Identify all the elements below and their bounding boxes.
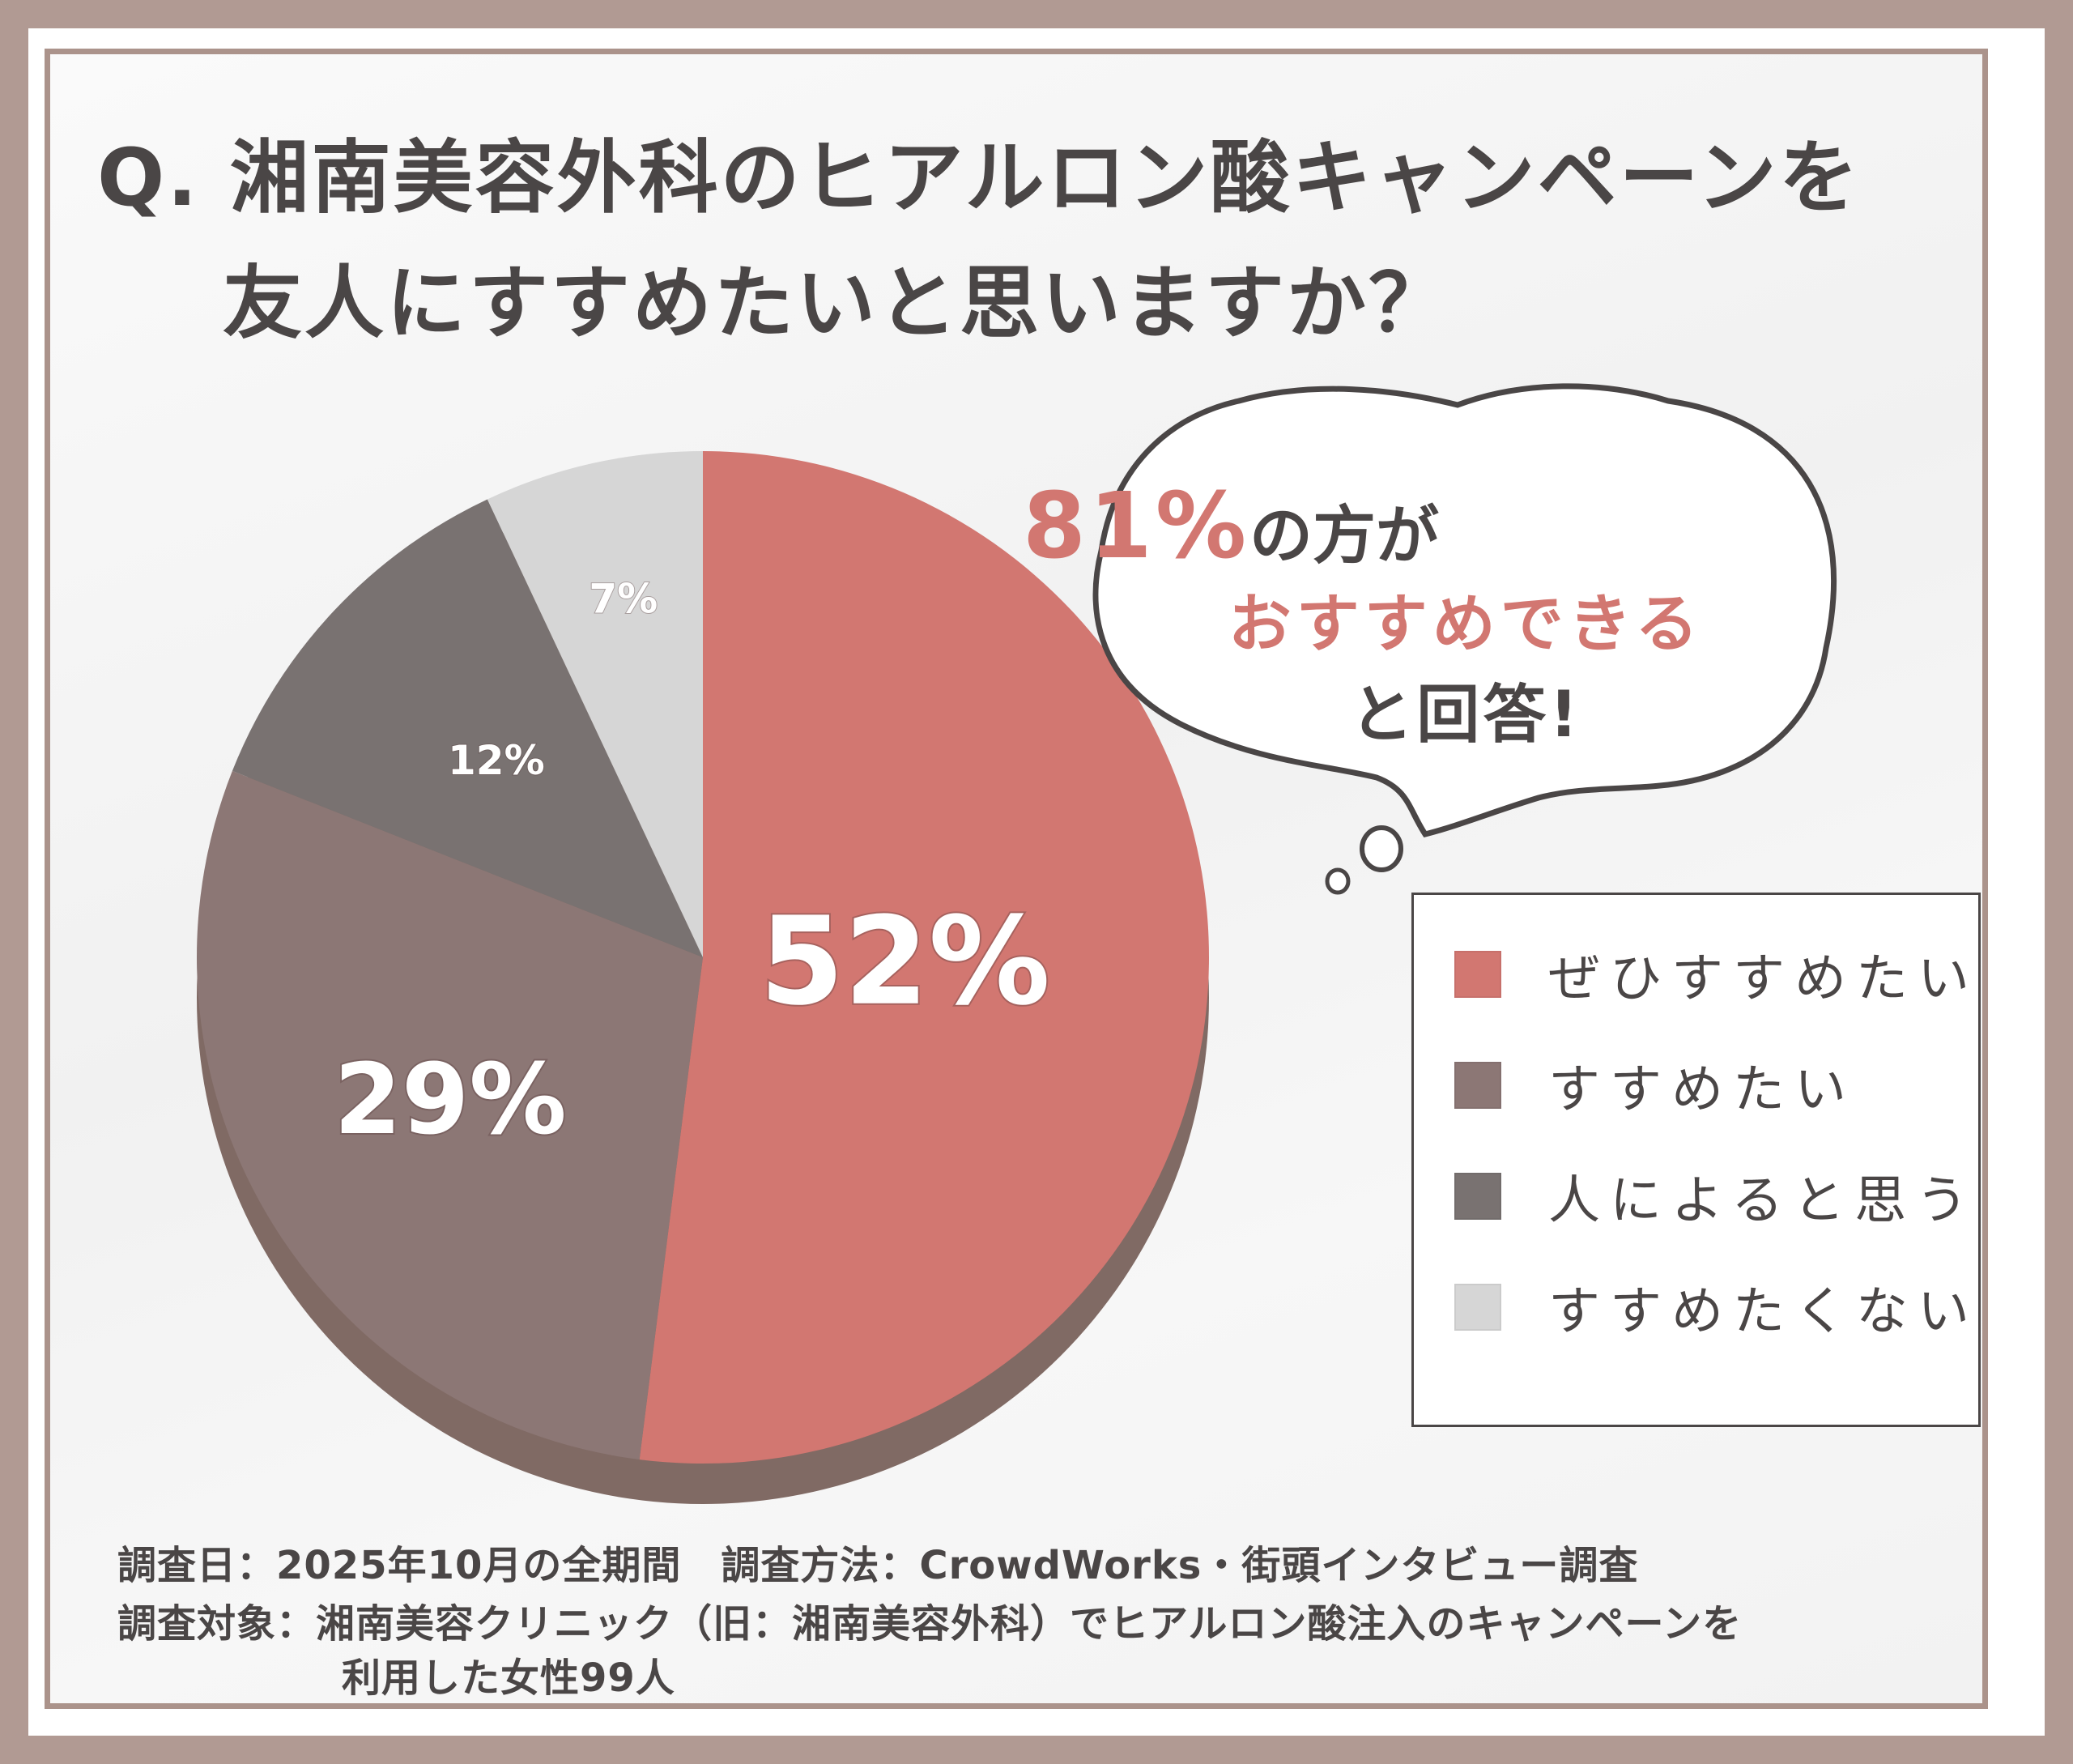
footnote-survey-date-method: 調査日：2025年10月の全期間 調査方法：CrowdWorks・街頭インタビュ… xyxy=(117,1543,1639,1588)
callout-line-1-suffix: の方が xyxy=(1249,500,1440,573)
question-title-line-1: Q. 湘南美容外科のヒアルロン酸キャンペーンを xyxy=(97,132,1861,224)
pie-slice-3 xyxy=(232,499,703,957)
legend-item-2: すすめたい xyxy=(1454,1053,1856,1120)
legend-item-4: すすめたくない xyxy=(1454,1275,1979,1342)
speech-bubble-dot-large xyxy=(1360,825,1403,872)
pie-label-4: 7% xyxy=(589,575,658,622)
footnote-survey-target-cont: 利用した女性99人 xyxy=(342,1655,675,1701)
speech-bubble-shape xyxy=(1092,383,1837,837)
speech-bubble-dot-small xyxy=(1325,867,1351,895)
legend-label-4: すすめたくない xyxy=(1548,1282,1979,1342)
callout-line-3: と回答! xyxy=(1350,679,1581,752)
legend-item-3: 人によると思う xyxy=(1454,1164,1977,1231)
pie-slice-2 xyxy=(197,770,703,1460)
legend-label-2: すすめたい xyxy=(1548,1060,1856,1120)
pie-label-1: 52% xyxy=(760,892,1050,1033)
legend-swatch-1 xyxy=(1454,951,1501,998)
footnote-survey-target: 調査対象：湘南美容クリニック（旧：湘南美容外科）でヒアルロン酸注入のキャンペーン… xyxy=(117,1601,1743,1647)
chart-legend: ぜひすすめたい すすめたい人によると思う すすめたくない xyxy=(1411,893,1981,1427)
legend-label-3: 人によると思う xyxy=(1548,1171,1978,1231)
legend-label-1: ぜひすすめたい xyxy=(1548,949,1979,1009)
pie-label-2: 29% xyxy=(334,1044,566,1157)
pie-label-3: 12% xyxy=(448,737,545,784)
callout-line-1: 81%の方が xyxy=(1023,474,1439,579)
pie-slice-4 xyxy=(487,451,703,957)
callout-percent: 81% xyxy=(1022,474,1250,579)
pie-slice-1 xyxy=(639,451,1210,1464)
question-title-line-2: 友人にすすめたいと思いますか？ xyxy=(223,258,1450,350)
legend-item-1: ぜひすすめたい xyxy=(1454,942,1979,1009)
legend-swatch-2 xyxy=(1454,1062,1501,1109)
legend-swatch-3 xyxy=(1454,1173,1501,1220)
legend-swatch-4 xyxy=(1454,1284,1501,1331)
callout-line-2: おすすめできる xyxy=(1228,588,1704,661)
